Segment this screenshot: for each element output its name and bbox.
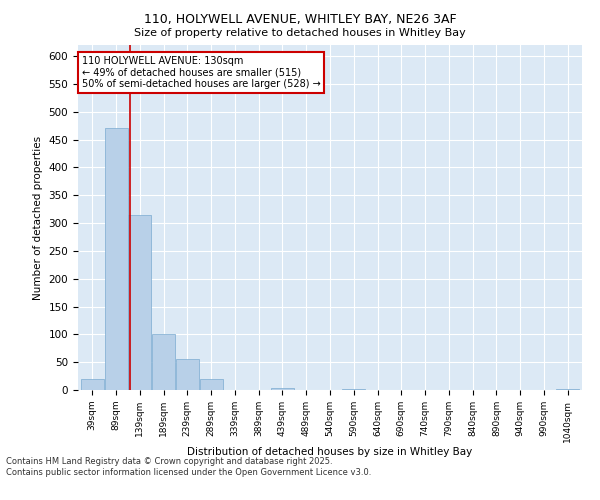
Text: Contains HM Land Registry data © Crown copyright and database right 2025.
Contai: Contains HM Land Registry data © Crown c… [6,458,371,477]
Bar [128,214,151,390]
Bar [271,388,294,390]
Text: 110, HOLYWELL AVENUE, WHITLEY BAY, NE26 3AF: 110, HOLYWELL AVENUE, WHITLEY BAY, NE26 … [143,12,457,26]
Bar [81,379,104,390]
Text: Size of property relative to detached houses in Whitley Bay: Size of property relative to detached ho… [134,28,466,38]
X-axis label: Distribution of detached houses by size in Whitley Bay: Distribution of detached houses by size … [187,448,473,458]
Text: 110 HOLYWELL AVENUE: 130sqm
← 49% of detached houses are smaller (515)
50% of se: 110 HOLYWELL AVENUE: 130sqm ← 49% of det… [82,56,320,90]
Bar [176,360,199,390]
Bar [152,334,175,390]
Y-axis label: Number of detached properties: Number of detached properties [33,136,43,300]
Bar [200,379,223,390]
Bar [104,128,128,390]
